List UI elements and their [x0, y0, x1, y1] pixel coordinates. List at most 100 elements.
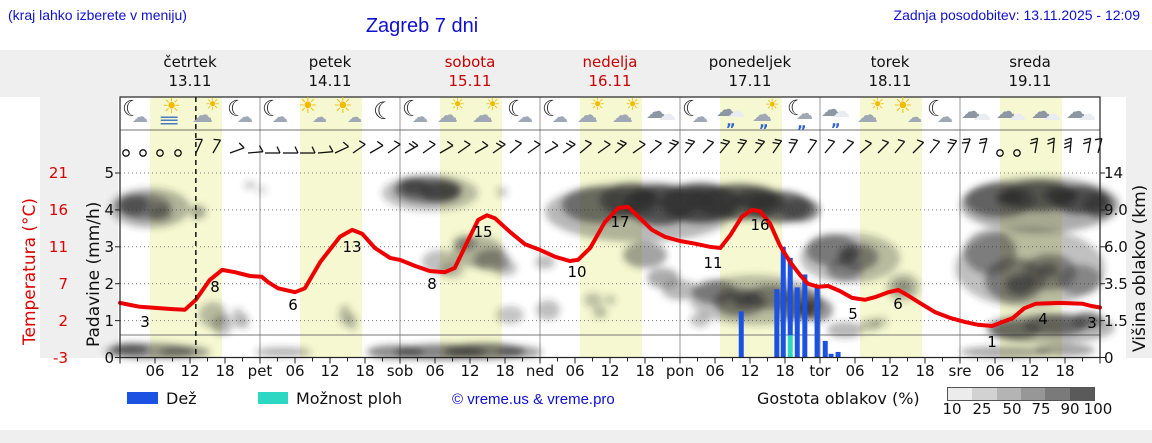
- axis-tick-label: 3: [104, 237, 114, 256]
- sun-fog-icon: ☀ ≡: [157, 94, 181, 131]
- svg-text:6: 6: [288, 296, 298, 314]
- axis-tick-label: 21: [48, 164, 68, 182]
- clouds-icon: ☁ ☁: [646, 99, 676, 125]
- day-header: petek 14.11: [308, 53, 352, 90]
- time-tick-label: 12: [740, 362, 760, 380]
- sun-cloud-icon: ☀ ☁: [437, 95, 466, 127]
- time-tick-label: 12: [320, 362, 340, 380]
- density-tick-label: 90: [1060, 400, 1080, 418]
- svg-text:8: 8: [427, 275, 437, 293]
- axis-tick-label: 3.5: [1104, 274, 1128, 293]
- time-tick-label: 18: [355, 362, 375, 380]
- right-margin-bg: [1126, 97, 1152, 358]
- time-tick-label: 12: [880, 362, 900, 380]
- density-scale-segment: [1020, 388, 1046, 400]
- density-tick-label: 25: [972, 400, 992, 418]
- clouds-rain-icon: ☁ ☁ „: [821, 97, 850, 130]
- clouds-icon: ☁ ☁: [996, 99, 1026, 125]
- density-scale-segment: [1045, 388, 1070, 400]
- time-tick-label: sob: [386, 362, 414, 380]
- day-header: nedelja 16.11: [582, 53, 638, 90]
- svg-text:3: 3: [140, 313, 150, 331]
- sun-cloud-icon: ☀ ☁: [857, 95, 886, 127]
- sun-cloud-small-icon: ☀ ☁: [298, 94, 327, 126]
- day-header: sreda 19.11: [1008, 53, 1052, 90]
- svg-text:11: 11: [703, 254, 722, 272]
- axis-tick-label: 7: [58, 274, 68, 293]
- svg-text:16: 16: [750, 216, 769, 234]
- copyright-link[interactable]: © vreme.us & vreme.pro: [452, 391, 615, 408]
- density-tick-label: 100: [1083, 400, 1113, 418]
- clouds-rain-icon: ☁ ☁ „: [716, 97, 745, 130]
- moon-cloud-icon: ☾ ☁: [927, 97, 953, 126]
- time-tick-label: 12: [600, 362, 620, 380]
- axis-tick-label: 5: [104, 164, 114, 182]
- svg-text:1: 1: [987, 333, 997, 351]
- axis-tick-label: 2: [104, 274, 114, 293]
- sun-cloud-small-icon: ☀ ☁: [893, 94, 922, 126]
- axis-tick-label: 0: [1104, 348, 1114, 367]
- rain-legend-label: Dež: [166, 389, 197, 408]
- density-tick-label: 50: [1002, 400, 1022, 418]
- bottom-margin-bg: [0, 430, 1152, 443]
- time-tick-label: pon: [665, 362, 695, 380]
- time-tick-label: 18: [915, 362, 935, 380]
- time-tick-label: 06: [425, 362, 445, 380]
- rain-legend-swatch: [127, 392, 158, 404]
- axis-ticks: [115, 172, 1105, 364]
- cloud-density-label: Gostota oblakov (%): [757, 389, 920, 408]
- clouds-icon: ☁ ☁: [1031, 99, 1061, 125]
- clouds-icon: ☁ ☁: [961, 99, 991, 125]
- time-tick-label: 06: [985, 362, 1005, 380]
- moon-cloud-icon: ☾ ☁: [402, 97, 428, 126]
- axis-tick-label: 0: [104, 348, 114, 367]
- axis-tick-label: 2: [58, 311, 68, 330]
- time-tick-label: 12: [180, 362, 200, 380]
- day-header: torek 18.11: [868, 53, 912, 90]
- sun-cloud-icon: ☀ ☁: [612, 95, 641, 127]
- cloud-density-scale: [947, 387, 1095, 401]
- day-header: ponedeljek 17.11: [708, 53, 792, 90]
- density-scale-segment: [996, 388, 1021, 400]
- time-tick-label: ned: [525, 362, 555, 380]
- svg-text:4: 4: [1038, 310, 1048, 328]
- location-hint: (kraj lahko izberete v meniju): [8, 7, 187, 23]
- axis-tick-label: 4: [104, 200, 114, 219]
- moon-cloud-icon: ☾ ☁: [507, 97, 533, 126]
- sun-cloud-icon: ☀ ☁: [192, 95, 221, 127]
- moon-cloud-icon: ☾ ☁: [227, 97, 253, 126]
- moon-cloud-icon: ☾ ☁: [542, 97, 568, 126]
- density-scale-segment: [972, 388, 997, 400]
- time-tick-label: 12: [1020, 362, 1040, 380]
- density-scale-segment: [948, 388, 973, 400]
- shower-legend-label: Možnost ploh: [296, 389, 403, 408]
- time-tick-label: 18: [775, 362, 795, 380]
- axis-tick-label: -3: [53, 348, 68, 367]
- moon-cloud-icon: ☾ ☁: [122, 97, 148, 126]
- sun-cloud-small-icon: ☀ ☁: [333, 94, 362, 126]
- moon-cloud-icon: ☾ ☁: [682, 97, 708, 126]
- page-title: Zagreb 7 dni: [365, 15, 479, 37]
- svg-text:13: 13: [342, 238, 361, 256]
- moon-cloud-rain-icon: ☾ ☁ „: [787, 96, 813, 132]
- time-tick-label: 18: [1055, 362, 1075, 380]
- axis-tick-label: 1.5: [1104, 311, 1128, 330]
- last-update: Zadnja posodobitev: 13.11.2025 - 12:09: [893, 7, 1140, 23]
- time-tick-label: pet: [247, 362, 273, 380]
- day-header: sobota 15.11: [444, 53, 496, 90]
- time-tick-label: 12: [460, 362, 480, 380]
- gridlines: [120, 129, 1100, 336]
- time-tick-label: 18: [495, 362, 515, 380]
- temperature-value-labels: 3 8 6 13 8 15 10 17 11 16 5 6 1 4 3: [140, 213, 1097, 351]
- wind-barbs: [122, 137, 1103, 157]
- time-tick-label: 06: [145, 362, 165, 380]
- axis-tick-label: 16: [48, 200, 68, 219]
- time-tick-label: 18: [635, 362, 655, 380]
- axis-tick-label: 9.0: [1104, 200, 1128, 219]
- cloud-density-field: [105, 175, 1120, 360]
- time-tick-label: 06: [285, 362, 305, 380]
- svg-text:6: 6: [893, 295, 903, 313]
- svg-text:3: 3: [1087, 314, 1097, 332]
- time-tick-label: 18: [215, 362, 235, 380]
